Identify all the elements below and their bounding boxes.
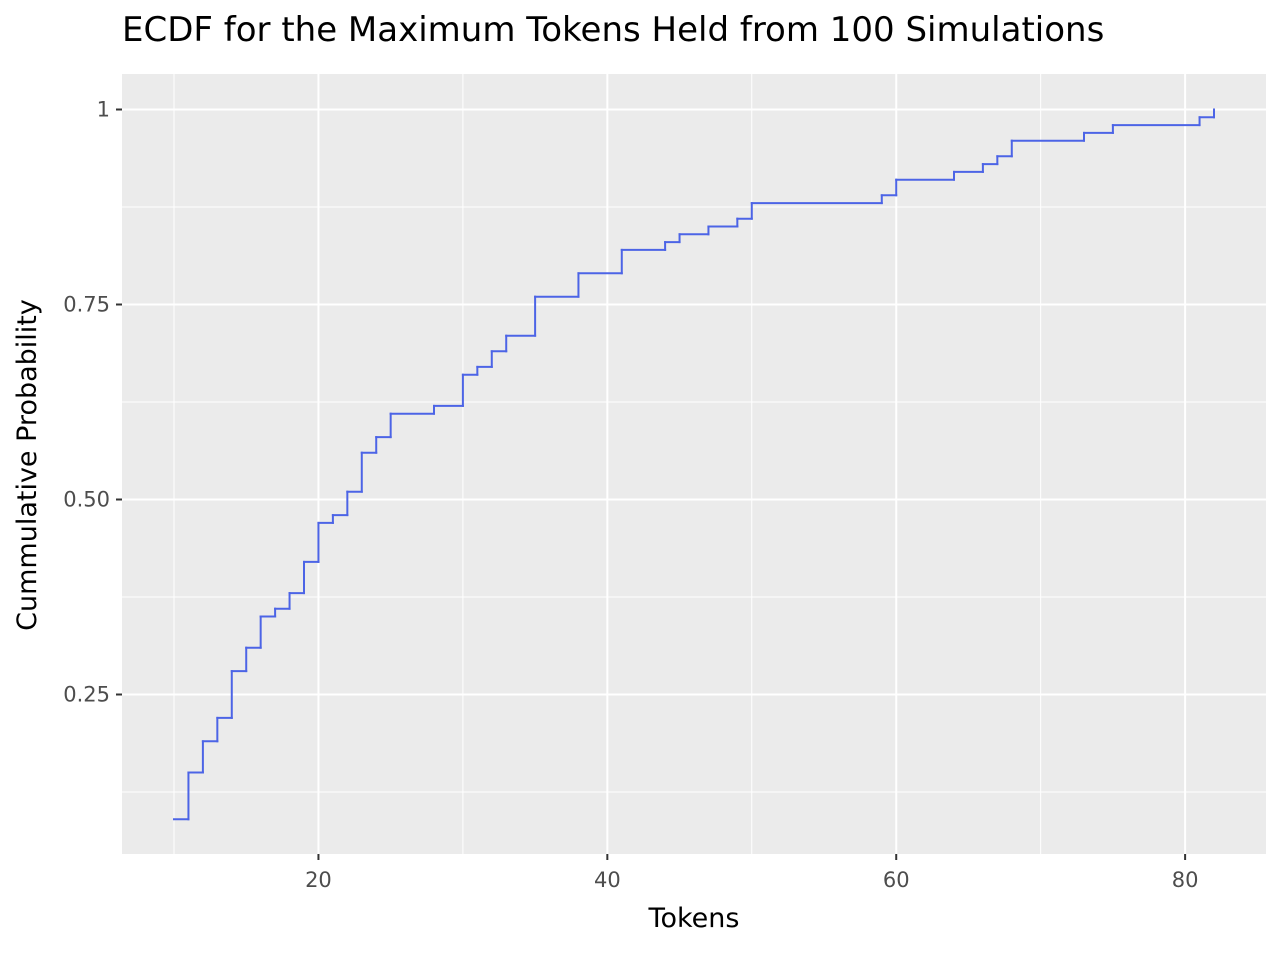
x-axis-title: Tokens: [648, 903, 740, 934]
x-tick-label: 60: [883, 868, 910, 892]
y-axis: 0.25 0.50 0.75 1: [63, 97, 122, 706]
y-tick-label: 0.75: [63, 292, 110, 316]
x-tick-label: 80: [1172, 868, 1199, 892]
y-tick-label: 0.25: [63, 682, 110, 706]
plot-panel: [122, 74, 1266, 854]
y-tick-label: 0.50: [63, 487, 110, 511]
series-layer: [173, 108, 1215, 821]
y-tick-label: 1: [97, 97, 110, 121]
major-gridlines: [122, 74, 1266, 854]
x-tick-label: 40: [594, 868, 621, 892]
chart-title: ECDF for the Maximum Tokens Held from 10…: [122, 10, 1104, 50]
y-axis-title: Cummulative Probability: [12, 299, 43, 631]
x-tick-label: 20: [305, 868, 332, 892]
x-axis: 20 40 60 80: [305, 854, 1198, 892]
